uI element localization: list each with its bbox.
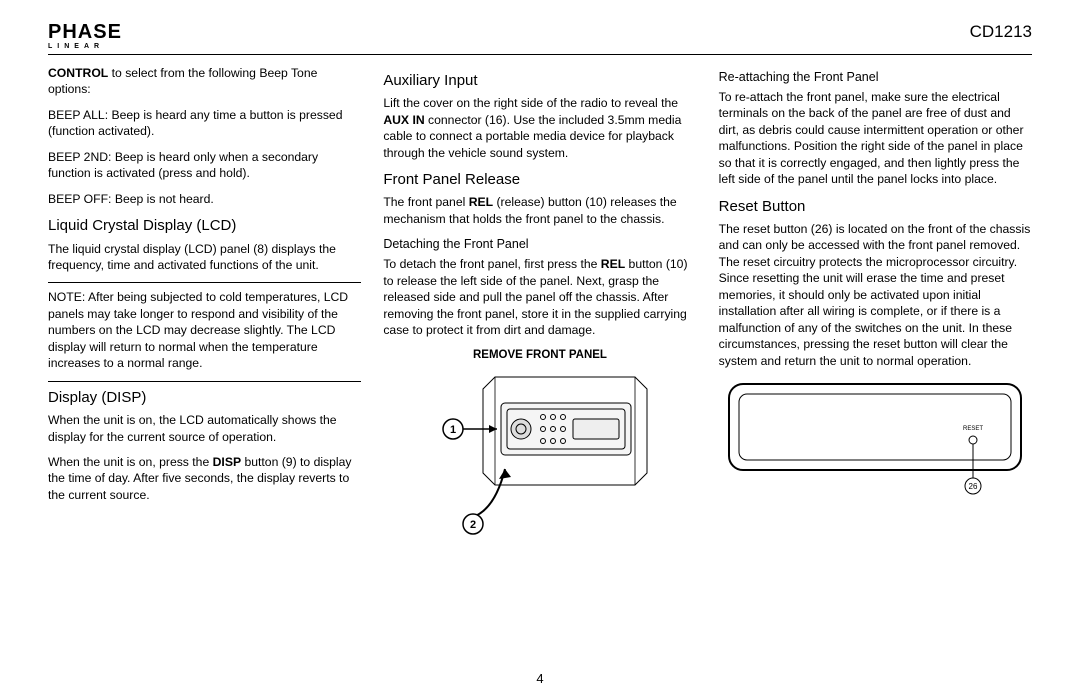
rel-bold-2: REL (601, 257, 625, 271)
control-intro: CONTROL to select from the following Bee… (48, 65, 361, 98)
disp-heading: Display (DISP) (48, 388, 361, 408)
fig-label-1: 1 (450, 424, 456, 436)
fig-label-2: 2 (470, 519, 476, 531)
aux-heading: Auxiliary Input (383, 71, 696, 91)
lcd-note: NOTE: After being subjected to cold temp… (48, 289, 361, 371)
reset-figure: RESET 26 (719, 378, 1032, 498)
reset-callout-26: 26 (969, 482, 978, 491)
logo-main-text: PHASE (48, 22, 122, 42)
fpr-heading: Front Panel Release (383, 170, 696, 190)
fpr-p-a: The front panel (383, 195, 468, 209)
detach-para: To detach the front panel, first press t… (383, 256, 696, 338)
logo-sub-text: LINEAR (48, 43, 122, 50)
reset-para: The reset button (26) is located on the … (719, 221, 1032, 369)
reattach-heading: Re-attaching the Front Panel (719, 69, 1032, 86)
aux-p-a: Lift the cover on the right side of the … (383, 96, 678, 110)
detach-heading: Detaching the Front Panel (383, 236, 696, 253)
aux-para: Lift the cover on the right side of the … (383, 95, 696, 161)
rel-bold-1: REL (469, 195, 493, 209)
column-1: CONTROL to select from the following Bee… (48, 65, 361, 539)
lcd-heading: Liquid Crystal Display (LCD) (48, 216, 361, 236)
manual-page: PHASE LINEAR CD1213 CONTROL to select fr… (0, 0, 1080, 698)
lcd-para: The liquid crystal display (LCD) panel (… (48, 241, 361, 274)
page-header: PHASE LINEAR CD1213 (48, 22, 1032, 55)
remove-panel-figure: 1 2 (383, 369, 696, 539)
beep-all: BEEP ALL: Beep is heard any time a butto… (48, 107, 361, 140)
brand-logo: PHASE LINEAR (48, 22, 122, 50)
control-bold: CONTROL (48, 66, 108, 80)
disp-p2: When the unit is on, press the DISP butt… (48, 454, 361, 503)
divider-top (48, 282, 361, 283)
page-number: 4 (0, 671, 1080, 686)
detach-p-a: To detach the front panel, first press t… (383, 257, 600, 271)
beep-off: BEEP OFF: Beep is not heard. (48, 191, 361, 207)
reset-heading: Reset Button (719, 197, 1032, 217)
column-3: Re-attaching the Front Panel To re-attac… (719, 65, 1032, 539)
reset-label: RESET (963, 426, 983, 432)
content-columns: CONTROL to select from the following Bee… (48, 65, 1032, 539)
disp-bold: DISP (213, 455, 241, 469)
disp-p2a: When the unit is on, press the (48, 455, 213, 469)
beep-2nd: BEEP 2ND: Beep is heard only when a seco… (48, 149, 361, 182)
fpr-para: The front panel REL (release) button (10… (383, 194, 696, 227)
aux-p-c: connector (16). Use the included 3.5mm m… (383, 113, 681, 160)
figure-title: REMOVE FRONT PANEL (383, 348, 696, 364)
reset-svg: RESET 26 (725, 378, 1025, 498)
disp-p1: When the unit is on, the LCD automatical… (48, 412, 361, 445)
column-2: Auxiliary Input Lift the cover on the ri… (383, 65, 696, 539)
divider-bottom (48, 381, 361, 382)
model-number: CD1213 (970, 22, 1032, 42)
remove-panel-svg: 1 2 (425, 369, 655, 539)
aux-in-bold: AUX IN (383, 113, 424, 127)
reattach-para: To re-attach the front panel, make sure … (719, 89, 1032, 188)
